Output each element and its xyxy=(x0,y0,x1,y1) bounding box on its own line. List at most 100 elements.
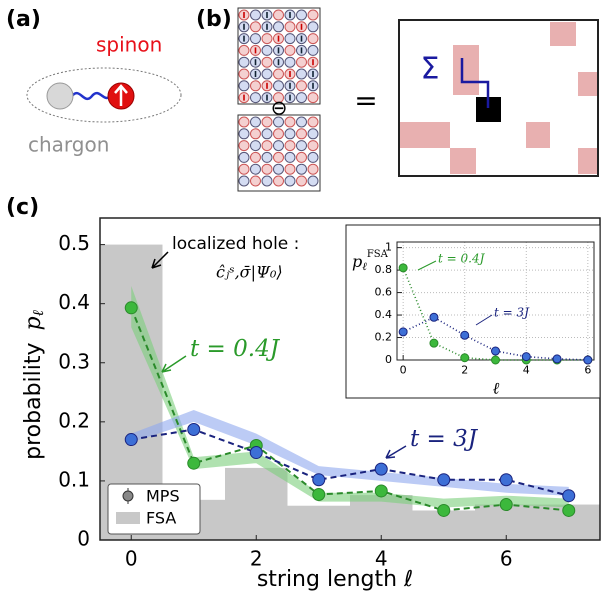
y-axis-sub: ℓ xyxy=(362,260,367,273)
site xyxy=(307,140,319,152)
series-line xyxy=(131,428,569,497)
y-axis-label: probability pℓ xyxy=(21,310,47,460)
site xyxy=(307,175,319,187)
site xyxy=(273,92,284,104)
band xyxy=(131,410,569,496)
data-point xyxy=(429,338,439,348)
legend-marker xyxy=(116,512,140,524)
equals-sign: = xyxy=(354,84,377,117)
site xyxy=(284,163,296,175)
y-tick-label: 1 xyxy=(385,241,392,254)
annotation-arrow xyxy=(161,355,187,373)
site xyxy=(296,68,307,80)
x-tick-label: 0 xyxy=(400,364,407,377)
site xyxy=(273,68,284,80)
data-point xyxy=(499,498,513,512)
site xyxy=(284,175,296,187)
data-point xyxy=(187,456,201,470)
main-chart: 0 0.1 0.2 0.3 0.4 0.5 0 2 4 6 string length ℓ proba… xyxy=(21,217,601,592)
x-tick-label: 0 xyxy=(125,547,138,571)
site xyxy=(284,116,296,128)
site xyxy=(250,80,261,92)
site xyxy=(238,56,250,68)
site xyxy=(284,44,296,56)
site xyxy=(296,80,307,92)
site xyxy=(261,44,273,56)
site xyxy=(261,116,273,128)
fsa-bar xyxy=(287,505,350,540)
site xyxy=(238,44,250,56)
data-point xyxy=(491,346,500,356)
data-point xyxy=(460,353,470,363)
site xyxy=(273,9,284,21)
data-point xyxy=(491,355,500,365)
x-tick-label: 6 xyxy=(584,364,591,377)
legend-marker xyxy=(122,490,134,502)
site xyxy=(238,163,250,175)
site xyxy=(284,140,296,152)
site xyxy=(273,128,284,140)
spin-arrow xyxy=(114,84,128,106)
sigma: Σ xyxy=(421,52,440,87)
y-tick-label: 0 xyxy=(77,527,90,551)
site xyxy=(261,33,273,45)
site xyxy=(307,116,319,128)
site xyxy=(307,21,319,33)
x-axis-label: string length ℓ xyxy=(257,567,413,592)
site xyxy=(296,56,307,68)
y-tick-label: 0.8 xyxy=(375,263,393,276)
site xyxy=(307,151,319,163)
string xyxy=(71,91,114,101)
y-axis-label-text: probability xyxy=(21,342,46,459)
y-axis-sup: FSA xyxy=(367,249,389,260)
site xyxy=(273,21,284,33)
lattice xyxy=(237,114,321,192)
site xyxy=(296,175,307,187)
site xyxy=(296,92,307,104)
site xyxy=(261,68,273,80)
site xyxy=(296,128,307,140)
site xyxy=(250,9,261,21)
site xyxy=(250,33,261,45)
annotation: localized hole : xyxy=(172,234,299,254)
site xyxy=(261,163,273,175)
site xyxy=(238,140,250,152)
data-point xyxy=(312,488,326,502)
data-point xyxy=(460,330,470,340)
annotation: ĉⱼˢ,σ̄|Ψ₀⟩ xyxy=(216,263,283,282)
annotation: t = 0.4J xyxy=(438,252,486,266)
data-point xyxy=(398,327,408,337)
data-point xyxy=(521,352,531,362)
site xyxy=(273,163,284,175)
site xyxy=(284,56,296,68)
data-point xyxy=(562,489,576,503)
y-tick-label: 0.6 xyxy=(375,286,393,299)
x-tick-label: 6 xyxy=(500,547,513,571)
site xyxy=(284,128,296,140)
chargon-label: chargon xyxy=(28,133,109,157)
data-point xyxy=(312,473,326,487)
site xyxy=(307,9,319,21)
data-point xyxy=(562,503,576,517)
data-point xyxy=(374,462,388,476)
site xyxy=(250,151,261,163)
site xyxy=(261,140,273,152)
site xyxy=(273,80,284,92)
legend-label: FSA xyxy=(146,509,176,528)
data-point xyxy=(374,484,388,498)
difference-map xyxy=(398,19,599,177)
data-point xyxy=(124,433,138,447)
site xyxy=(238,128,250,140)
site xyxy=(284,21,296,33)
legend-label: MPS xyxy=(146,487,180,506)
site xyxy=(296,163,307,175)
site xyxy=(250,92,261,104)
site xyxy=(307,128,319,140)
x-tick-label: 4 xyxy=(523,364,530,377)
y-tick-label: 0.4 xyxy=(375,308,393,321)
site xyxy=(261,175,273,187)
data-point xyxy=(398,263,408,273)
site xyxy=(238,80,250,92)
annotation-arrow xyxy=(151,251,169,269)
fsa-bar xyxy=(225,467,288,540)
